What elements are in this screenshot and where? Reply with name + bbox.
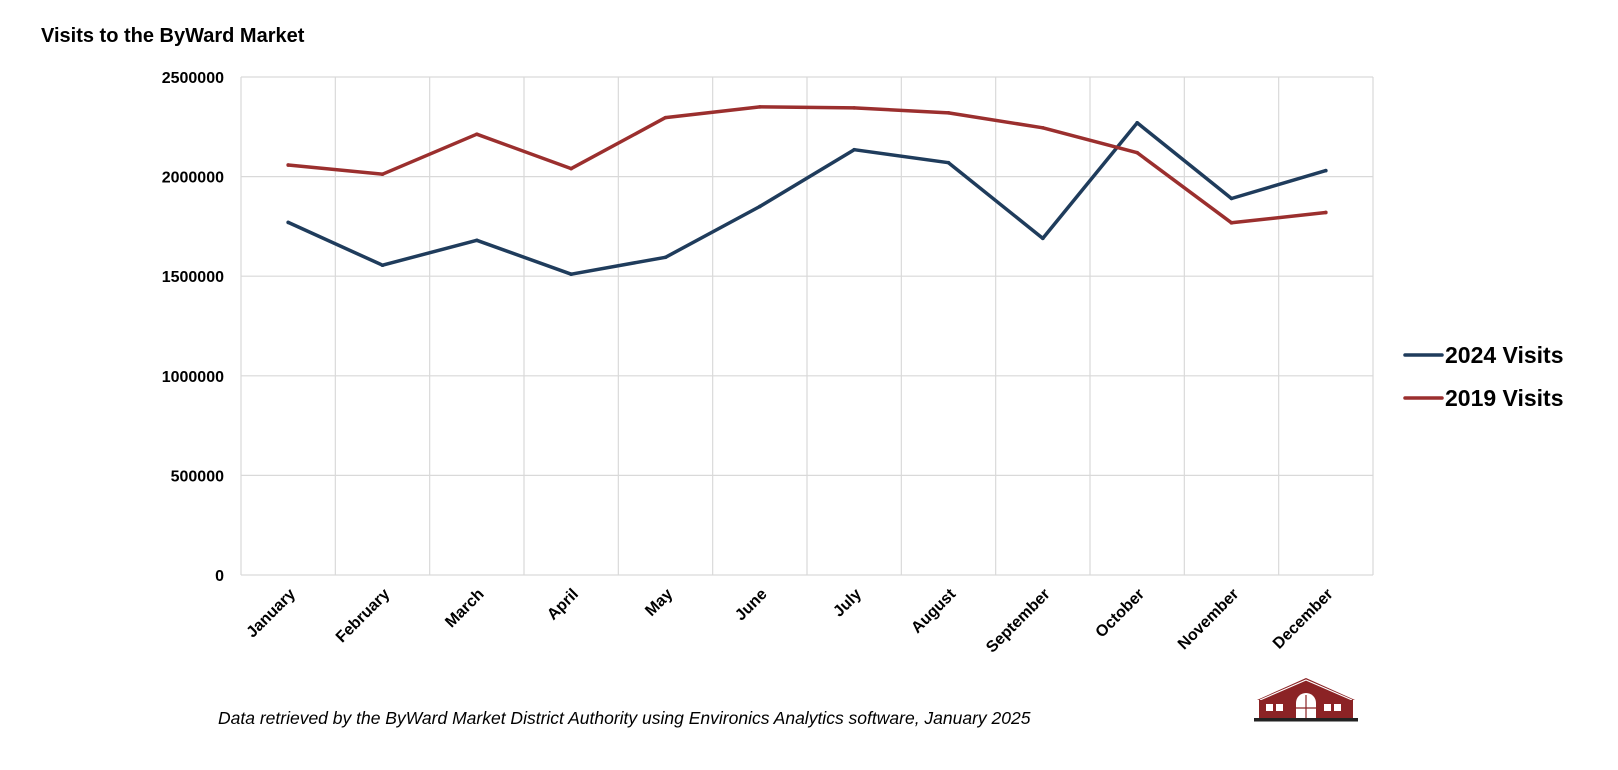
data-point bbox=[758, 105, 762, 109]
x-tick-label: November bbox=[1175, 586, 1242, 653]
x-tick-label: March bbox=[442, 586, 487, 631]
x-tick-label: August bbox=[908, 585, 959, 636]
x-tick-label: September bbox=[983, 586, 1054, 657]
x-tick-label: December bbox=[1270, 586, 1337, 653]
data-point bbox=[946, 111, 951, 115]
data-point bbox=[1135, 150, 1139, 155]
data-point bbox=[1229, 221, 1234, 225]
data-point bbox=[286, 220, 290, 225]
x-tick-label: October bbox=[1093, 586, 1148, 641]
y-tick-label: 500000 bbox=[171, 468, 224, 485]
x-tick-label: January bbox=[244, 586, 299, 641]
legend: 2024 Visits 2019 Visits bbox=[1403, 342, 1564, 411]
y-tick-label: 0 bbox=[215, 568, 224, 585]
x-tick-label: February bbox=[333, 586, 394, 647]
series-line-2019-visits bbox=[286, 105, 1328, 225]
x-tick-label: May bbox=[642, 586, 676, 620]
series-line-2024-visits bbox=[286, 121, 1328, 276]
data-point bbox=[1324, 168, 1328, 173]
logo-roof bbox=[1257, 678, 1355, 700]
data-point bbox=[475, 238, 479, 243]
data-point bbox=[1324, 210, 1328, 215]
y-axis-ticks: 0 500000 1000000 1500000 2000000 2500000 bbox=[162, 70, 224, 585]
logo-roof-trim bbox=[1259, 679, 1353, 701]
legend-label: 2024 Visits bbox=[1445, 342, 1564, 368]
y-tick-label: 2000000 bbox=[162, 170, 224, 187]
x-axis-ticks: January February March April May June July Augu… bbox=[244, 585, 1337, 656]
data-point bbox=[1135, 121, 1139, 125]
logo-base bbox=[1254, 718, 1358, 722]
data-point bbox=[380, 172, 385, 177]
logo-window bbox=[1334, 704, 1341, 711]
x-tick-label: April bbox=[544, 586, 582, 624]
grid bbox=[240, 76, 1374, 576]
data-point bbox=[569, 166, 573, 171]
data-point bbox=[758, 204, 762, 209]
data-point bbox=[1041, 125, 1045, 130]
logo-door-mullions bbox=[1296, 695, 1316, 718]
data-point bbox=[663, 115, 668, 120]
data-point bbox=[475, 132, 479, 136]
legend-label: 2019 Visits bbox=[1445, 385, 1564, 411]
data-point bbox=[946, 160, 951, 165]
data-point bbox=[380, 263, 385, 268]
data-point bbox=[1041, 236, 1045, 241]
x-tick-label: July bbox=[830, 586, 865, 621]
data-point bbox=[569, 272, 573, 277]
series-lines bbox=[286, 105, 1328, 277]
chart-title: Visits to the ByWard Market bbox=[41, 25, 305, 47]
data-point bbox=[852, 106, 856, 110]
logo-window bbox=[1324, 704, 1331, 711]
data-point bbox=[1229, 196, 1234, 201]
source-footnote: Data retrieved by the ByWard Market Dist… bbox=[218, 708, 1031, 728]
y-tick-label: 1500000 bbox=[162, 269, 224, 286]
y-tick-label: 2500000 bbox=[162, 70, 224, 87]
data-point bbox=[663, 255, 668, 260]
logo-window bbox=[1266, 704, 1273, 711]
logo-window bbox=[1276, 704, 1283, 711]
data-point bbox=[286, 163, 290, 167]
data-point bbox=[852, 147, 856, 152]
y-tick-label: 1000000 bbox=[162, 369, 224, 386]
x-tick-label: June bbox=[732, 586, 770, 624]
byward-market-building-logo bbox=[1254, 678, 1358, 722]
